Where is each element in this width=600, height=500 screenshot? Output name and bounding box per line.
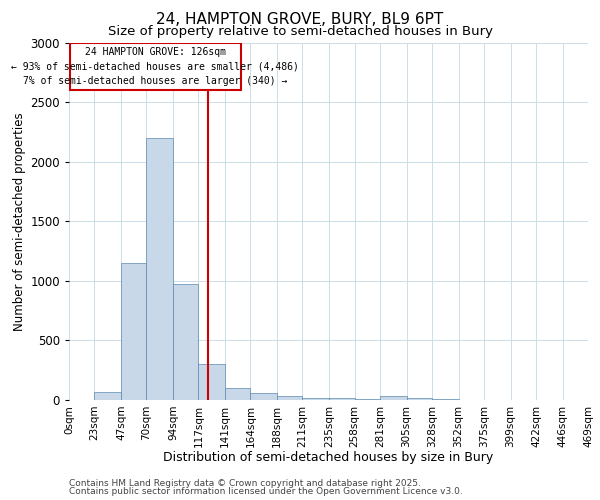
- Text: 24 HAMPTON GROVE: 126sqm
← 93% of semi-detached houses are smaller (4,486)
7% of: 24 HAMPTON GROVE: 126sqm ← 93% of semi-d…: [11, 46, 299, 86]
- Bar: [407, 398, 432, 400]
- Text: Size of property relative to semi-detached houses in Bury: Size of property relative to semi-detach…: [107, 25, 493, 38]
- Bar: [146, 138, 173, 400]
- Bar: [329, 398, 355, 400]
- Bar: [380, 396, 407, 400]
- Y-axis label: Number of semi-detached properties: Number of semi-detached properties: [13, 112, 26, 330]
- Bar: [173, 284, 199, 400]
- Text: 24, HAMPTON GROVE, BURY, BL9 6PT: 24, HAMPTON GROVE, BURY, BL9 6PT: [157, 12, 443, 28]
- Bar: [121, 263, 146, 400]
- Text: Contains HM Land Registry data © Crown copyright and database right 2025.: Contains HM Land Registry data © Crown c…: [69, 478, 421, 488]
- Bar: [302, 398, 329, 400]
- Bar: [94, 392, 121, 400]
- Bar: [199, 364, 225, 400]
- Text: Contains public sector information licensed under the Open Government Licence v3: Contains public sector information licen…: [69, 487, 463, 496]
- X-axis label: Distribution of semi-detached houses by size in Bury: Distribution of semi-detached houses by …: [163, 451, 494, 464]
- Bar: [225, 388, 250, 400]
- Bar: [250, 394, 277, 400]
- FancyBboxPatch shape: [70, 42, 241, 90]
- Bar: [277, 396, 302, 400]
